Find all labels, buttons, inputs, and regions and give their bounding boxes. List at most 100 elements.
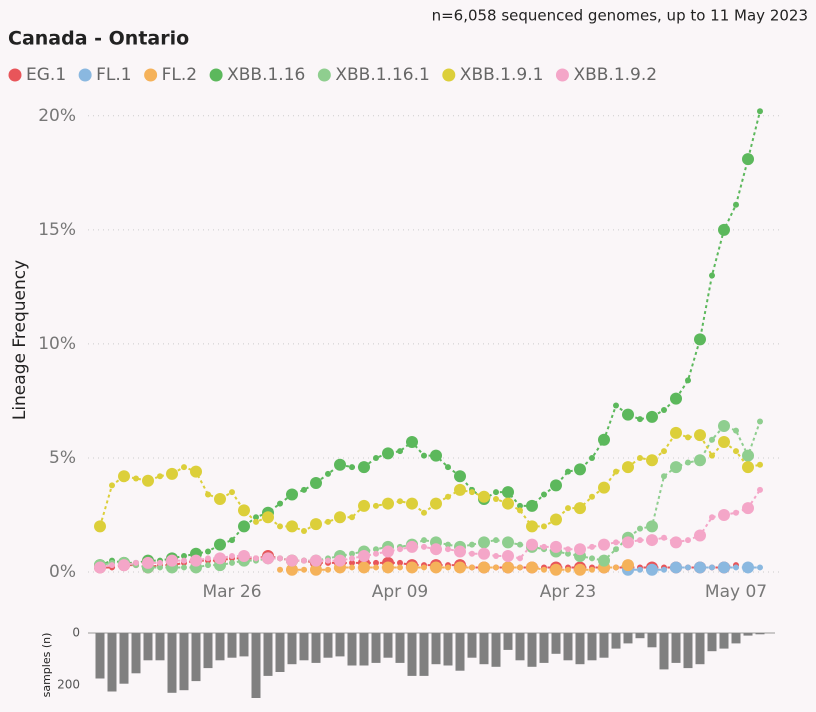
series-line	[99, 111, 761, 567]
data-point	[334, 511, 346, 524]
data-point	[589, 493, 595, 500]
data-point	[613, 539, 619, 546]
bar	[383, 633, 393, 658]
data-point	[325, 566, 331, 573]
bar	[743, 633, 753, 636]
data-point	[685, 459, 691, 466]
data-point	[517, 507, 523, 514]
data-point	[637, 537, 643, 544]
bar	[587, 633, 597, 661]
data-point	[181, 557, 187, 564]
data-point	[709, 564, 715, 571]
data-point	[526, 499, 538, 512]
bar	[575, 633, 585, 665]
data-point	[493, 496, 499, 503]
data-point	[541, 523, 547, 530]
data-point	[733, 448, 739, 455]
data-point	[733, 427, 739, 434]
bar	[611, 633, 621, 649]
data-point	[742, 449, 754, 462]
bar	[143, 633, 153, 661]
data-point	[406, 435, 418, 448]
data-point	[238, 550, 250, 563]
data-point	[661, 566, 667, 573]
data-point	[286, 554, 298, 567]
bar	[323, 633, 333, 658]
data-point	[286, 520, 298, 533]
data-point	[574, 502, 586, 515]
data-point	[358, 550, 370, 563]
data-point	[574, 543, 586, 556]
data-point	[430, 543, 442, 556]
bar	[203, 633, 213, 669]
data-point	[301, 486, 307, 493]
bar	[119, 633, 129, 684]
bar	[719, 633, 729, 649]
data-point	[277, 566, 283, 573]
bar	[395, 633, 405, 663]
data-point	[397, 564, 403, 571]
bar	[191, 633, 201, 682]
data-point	[733, 201, 739, 208]
data-point	[301, 566, 307, 573]
data-point	[421, 564, 427, 571]
bar	[215, 633, 225, 661]
data-point	[430, 561, 442, 574]
data-point	[373, 559, 379, 566]
data-point	[526, 538, 538, 551]
data-point	[229, 553, 235, 560]
x-tick-label: Apr 23	[540, 582, 596, 602]
data-point	[157, 473, 163, 480]
data-point	[286, 488, 298, 501]
data-point	[733, 509, 739, 516]
data-point	[454, 483, 466, 496]
data-point	[718, 223, 730, 236]
bar	[683, 633, 693, 669]
bar	[515, 633, 525, 661]
chart-title: Canada - Ontario	[8, 28, 189, 50]
data-point	[526, 520, 538, 533]
data-point	[613, 546, 619, 553]
legend-marker	[8, 68, 22, 82]
data-point	[598, 554, 610, 567]
bar	[179, 633, 189, 691]
bar	[167, 633, 177, 693]
data-point	[718, 561, 730, 574]
data-point	[205, 555, 211, 562]
data-point	[502, 497, 514, 510]
data-point	[694, 429, 706, 442]
legend-marker	[442, 68, 456, 82]
data-point	[205, 491, 211, 498]
data-point	[349, 464, 355, 471]
data-point	[589, 454, 595, 461]
bar	[491, 633, 501, 667]
data-point	[358, 561, 370, 574]
data-point	[757, 564, 763, 571]
data-point	[493, 553, 499, 560]
data-point	[262, 552, 274, 565]
data-point	[526, 561, 538, 574]
bar	[467, 633, 477, 658]
data-point	[382, 447, 394, 460]
data-point	[541, 543, 547, 550]
data-point	[685, 537, 691, 544]
data-point	[421, 452, 427, 459]
data-point	[574, 563, 586, 576]
data-point	[718, 508, 730, 521]
y-tick-label: 10%	[38, 334, 76, 354]
data-point	[757, 418, 763, 425]
data-point	[670, 561, 682, 574]
data-point	[646, 534, 658, 547]
data-point	[598, 481, 610, 494]
bar-y-axis-label: samples (n)	[40, 633, 53, 698]
data-point	[310, 554, 322, 567]
data-point	[694, 561, 706, 574]
data-point	[349, 559, 355, 566]
y-tick-label: 200	[57, 678, 80, 692]
data-point	[397, 498, 403, 505]
data-point	[454, 561, 466, 574]
data-point	[406, 561, 418, 574]
data-point	[229, 537, 235, 544]
bar	[239, 633, 249, 657]
